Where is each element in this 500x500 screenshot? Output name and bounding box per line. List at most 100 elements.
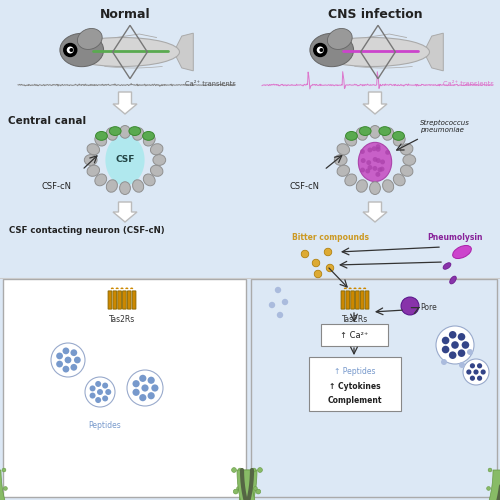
Circle shape <box>470 363 475 368</box>
Text: CSF: CSF <box>116 156 134 164</box>
Ellipse shape <box>452 246 471 258</box>
Circle shape <box>254 486 258 490</box>
Text: Complement: Complement <box>328 396 382 405</box>
Circle shape <box>74 356 81 364</box>
Circle shape <box>102 382 108 388</box>
Ellipse shape <box>106 180 118 192</box>
Circle shape <box>466 370 471 374</box>
Ellipse shape <box>96 132 108 140</box>
Circle shape <box>376 144 380 149</box>
Ellipse shape <box>379 126 390 136</box>
Ellipse shape <box>334 154 347 166</box>
Ellipse shape <box>95 174 106 186</box>
Circle shape <box>360 168 365 172</box>
Ellipse shape <box>78 28 102 50</box>
Circle shape <box>372 166 378 171</box>
Circle shape <box>234 489 238 494</box>
Circle shape <box>139 374 146 382</box>
Ellipse shape <box>314 38 430 66</box>
Text: Bitter compounds: Bitter compounds <box>292 234 369 242</box>
Ellipse shape <box>87 144 100 155</box>
Text: ↑ Cytokines: ↑ Cytokines <box>329 382 381 391</box>
FancyBboxPatch shape <box>346 291 350 309</box>
Text: CSF-cN: CSF-cN <box>42 182 72 191</box>
Circle shape <box>442 336 450 344</box>
Text: Tas2Rs: Tas2Rs <box>109 315 135 324</box>
Circle shape <box>132 388 140 396</box>
Circle shape <box>275 287 281 293</box>
Circle shape <box>105 389 111 395</box>
Circle shape <box>463 359 489 385</box>
Circle shape <box>380 166 384 172</box>
Ellipse shape <box>60 34 104 66</box>
Ellipse shape <box>356 128 368 140</box>
Circle shape <box>132 380 140 388</box>
Ellipse shape <box>328 28 352 50</box>
Ellipse shape <box>370 41 402 63</box>
Text: Central canal: Central canal <box>8 116 86 126</box>
Ellipse shape <box>150 165 163 176</box>
Circle shape <box>368 148 372 152</box>
Circle shape <box>97 389 103 395</box>
FancyBboxPatch shape <box>321 324 388 346</box>
Text: Ca²⁺ transients: Ca²⁺ transients <box>185 81 236 87</box>
Ellipse shape <box>370 126 380 138</box>
FancyArrow shape <box>113 202 137 222</box>
Circle shape <box>458 333 466 340</box>
Ellipse shape <box>337 144 349 155</box>
Circle shape <box>477 363 482 368</box>
Ellipse shape <box>84 154 97 166</box>
Ellipse shape <box>450 276 456 284</box>
Circle shape <box>4 486 8 490</box>
Circle shape <box>70 48 73 52</box>
Circle shape <box>90 392 96 398</box>
Circle shape <box>486 486 490 490</box>
Circle shape <box>467 349 473 355</box>
Circle shape <box>488 468 492 472</box>
Circle shape <box>380 160 385 164</box>
Circle shape <box>232 468 236 472</box>
Circle shape <box>366 168 370 173</box>
Text: ↑ Peptides: ↑ Peptides <box>334 367 376 376</box>
Ellipse shape <box>132 180 143 192</box>
Circle shape <box>148 392 155 400</box>
Ellipse shape <box>120 182 130 194</box>
Ellipse shape <box>382 180 394 192</box>
Circle shape <box>70 350 77 356</box>
Circle shape <box>366 160 371 165</box>
FancyBboxPatch shape <box>128 291 131 309</box>
FancyBboxPatch shape <box>360 291 364 309</box>
Circle shape <box>85 377 115 407</box>
FancyBboxPatch shape <box>108 291 112 309</box>
Circle shape <box>301 250 309 258</box>
FancyBboxPatch shape <box>350 291 354 309</box>
Ellipse shape <box>95 134 106 146</box>
Ellipse shape <box>150 144 163 155</box>
Circle shape <box>449 331 456 338</box>
Ellipse shape <box>443 262 451 270</box>
Circle shape <box>62 366 70 372</box>
Ellipse shape <box>358 142 392 182</box>
Ellipse shape <box>310 34 354 66</box>
Circle shape <box>56 352 63 360</box>
FancyBboxPatch shape <box>118 291 122 309</box>
FancyBboxPatch shape <box>122 291 126 309</box>
Circle shape <box>314 44 327 57</box>
Ellipse shape <box>337 165 349 176</box>
Circle shape <box>324 248 332 256</box>
Polygon shape <box>106 134 144 186</box>
FancyArrow shape <box>363 92 387 114</box>
Circle shape <box>442 346 450 354</box>
Text: CSF-cN: CSF-cN <box>290 182 320 191</box>
Circle shape <box>152 384 158 392</box>
Ellipse shape <box>356 180 368 192</box>
Text: Pore: Pore <box>420 304 437 312</box>
Ellipse shape <box>392 132 404 140</box>
Polygon shape <box>424 33 444 71</box>
Circle shape <box>314 270 322 278</box>
Circle shape <box>470 376 475 381</box>
Bar <box>251 279 497 497</box>
Ellipse shape <box>360 126 371 136</box>
Ellipse shape <box>144 134 155 146</box>
Circle shape <box>372 146 376 151</box>
